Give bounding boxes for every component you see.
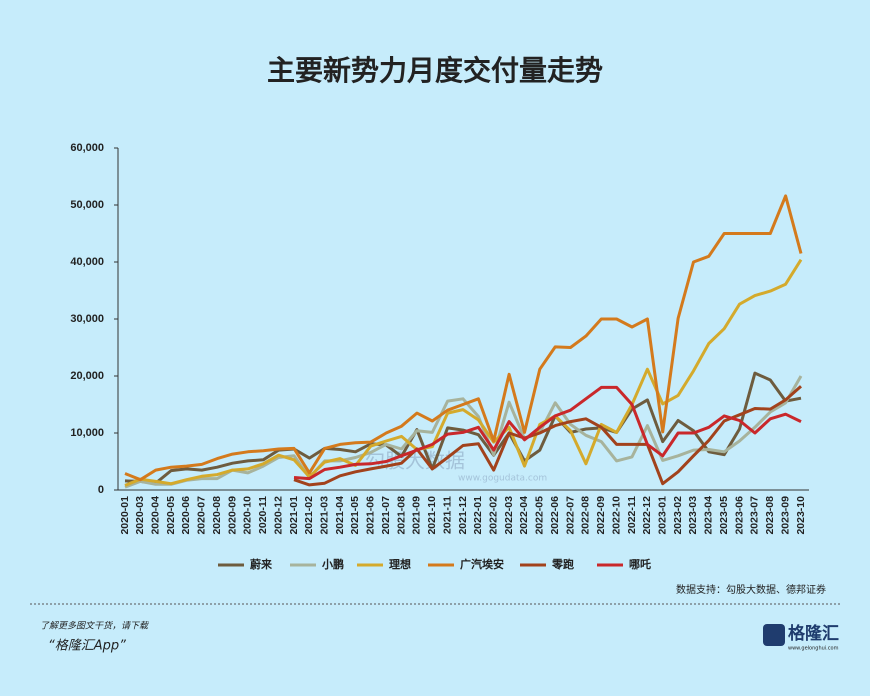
x-tick-label: 2022-12 — [641, 496, 653, 535]
x-tick-label: 2023-08 — [764, 496, 776, 535]
series-line — [293, 385, 802, 487]
x-tick-label: 2021-01 — [288, 496, 300, 535]
series-line — [124, 194, 803, 482]
chart-title: 主要新势力月度交付量走势 — [267, 54, 603, 87]
y-tick-label: 20,000 — [70, 370, 104, 382]
legend-label: 蔚来 — [250, 557, 273, 571]
y-tick-label: 0 — [98, 484, 104, 496]
logo-icon — [763, 624, 785, 646]
x-tick-label: 2020-03 — [134, 496, 146, 535]
logo-url: www.gelonghui.com — [788, 646, 839, 652]
x-tick-label: 2020-10 — [242, 496, 254, 535]
x-tick-label: 2020-07 — [196, 496, 208, 535]
x-tick-label: 2021-09 — [411, 496, 423, 535]
legend-label: 小鹏 — [321, 557, 344, 571]
x-tick-label: 2023-03 — [687, 496, 699, 535]
series-line — [293, 385, 802, 481]
x-tick-label: 2023-01 — [657, 496, 669, 535]
x-tick-label: 2020-04 — [150, 496, 162, 535]
x-tick-label: 2022-07 — [564, 496, 576, 535]
x-tick-label: 2021-06 — [365, 496, 377, 535]
x-tick-label: 2022-02 — [488, 496, 500, 535]
series-line — [124, 371, 802, 485]
x-tick-label: 2021-04 — [334, 496, 346, 535]
source: 数据支持：勾股大数据、德邦证券 — [676, 583, 826, 596]
legend-label: 广汽埃安 — [460, 557, 504, 571]
x-tick-label: 2022-06 — [549, 496, 561, 535]
y-tick-label: 40,000 — [70, 256, 104, 268]
legend-label: 哪吒 — [629, 557, 651, 571]
series-line — [124, 258, 803, 487]
x-tick-label: 2021-08 — [395, 496, 407, 535]
watermark-url: www.gogudata.com — [458, 474, 547, 484]
x-tick-label: 2021-03 — [319, 496, 331, 535]
x-tick-label: 2020-01 — [119, 496, 131, 535]
x-tick-label: 2022-05 — [534, 496, 546, 535]
x-tick-label: 2020-12 — [272, 496, 284, 535]
x-tick-label: 2021-11 — [441, 496, 453, 534]
x-tick-label: 2021-05 — [349, 496, 361, 535]
x-tick-label: 2022-09 — [595, 496, 607, 535]
x-tick-label: 2023-05 — [718, 496, 730, 535]
y-tick-label: 10,000 — [70, 427, 104, 439]
y-tick-label: 50,000 — [70, 199, 104, 211]
x-tick-label: 2022-03 — [503, 496, 515, 535]
legend-label: 零跑 — [551, 557, 574, 571]
x-tick-label: 2022-01 — [472, 496, 484, 535]
legend-label: 理想 — [389, 557, 411, 571]
logo: 格隆汇 — [788, 623, 839, 644]
x-tick-label: 2022-04 — [518, 496, 530, 535]
x-tick-label: 2022-08 — [580, 496, 592, 535]
x-tick-label: 2023-04 — [703, 496, 715, 535]
x-tick-label: 2023-10 — [795, 496, 807, 535]
x-tick-label: 2021-02 — [303, 496, 315, 535]
footer-app: “格隆汇App” — [48, 639, 126, 654]
x-tick-label: 2023-02 — [672, 496, 684, 535]
y-tick-label: 30,000 — [70, 313, 104, 325]
x-tick-label: 2021-12 — [457, 496, 469, 535]
x-tick-label: 2020-08 — [211, 496, 223, 535]
x-tick-label: 2020-06 — [180, 496, 192, 535]
x-tick-label: 2020-11 — [257, 496, 269, 534]
x-tick-label: 2023-09 — [779, 496, 791, 535]
x-tick-label: 2020-09 — [226, 496, 238, 535]
x-tick-label: 2021-10 — [426, 496, 438, 535]
x-tick-label: 2022-10 — [610, 496, 622, 535]
footer-text: 了解更多图文干货，请下载 — [40, 621, 149, 632]
y-tick-label: 60,000 — [70, 142, 104, 154]
x-tick-label: 2023-07 — [749, 496, 761, 535]
x-tick-label: 2022-11 — [626, 496, 638, 534]
x-tick-label: 2021-07 — [380, 496, 392, 535]
x-tick-label: 2020-05 — [165, 496, 177, 535]
x-tick-label: 2023-06 — [733, 496, 745, 535]
